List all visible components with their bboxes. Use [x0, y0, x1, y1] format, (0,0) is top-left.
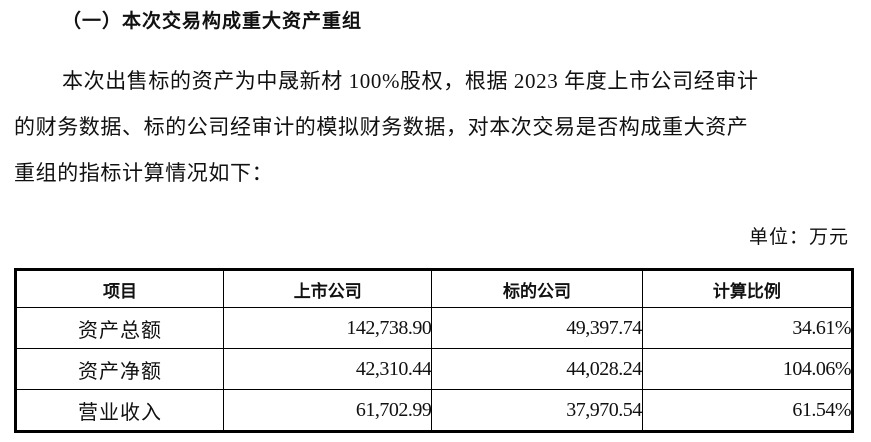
row-label: 营业收入 [14, 389, 225, 432]
restructuring-indicator-table: 项目 上市公司 标的公司 计算比例 资产总额 142,738.90 49,397… [14, 268, 854, 433]
target-company-value: 44,028.24 [431, 348, 643, 390]
target-company-value: 49,397.74 [431, 307, 643, 349]
ratio-value: 104.06% [641, 348, 854, 390]
ratio-value: 34.61% [641, 307, 854, 349]
listed-company-value: 142,738.90 [223, 307, 433, 349]
table-header-row: 项目 上市公司 标的公司 计算比例 [14, 269, 854, 308]
paragraph-line: 重组的指标计算情况如下： [14, 161, 274, 185]
row-label: 资产总额 [14, 307, 225, 349]
section-heading: （一）本次交易构成重大资产重组 [62, 10, 363, 32]
header-ratio: 计算比例 [641, 269, 854, 308]
unit-label: 单位：万元 [748, 227, 849, 248]
listed-company-value: 61,702.99 [223, 389, 433, 432]
header-item: 项目 [14, 269, 225, 308]
table-row: 资产总额 142,738.90 49,397.74 34.61% [14, 307, 854, 349]
paragraph-line: 本次出售标的资产为中晟新材 100%股权，根据 2023 年度上市公司经审计 [62, 69, 759, 93]
header-listed-company: 上市公司 [223, 269, 433, 308]
row-label: 资产净额 [14, 348, 225, 390]
body-paragraph: 本次出售标的资产为中晟新材 100%股权，根据 2023 年度上市公司经审计 的… [14, 58, 854, 196]
ratio-value: 61.54% [641, 389, 854, 432]
paragraph-line: 的财务数据、标的公司经审计的模拟财务数据，对本次交易是否构成重大资产 [14, 115, 749, 139]
table-row: 资产净额 42,310.44 44,028.24 104.06% [14, 348, 854, 390]
header-target-company: 标的公司 [431, 269, 643, 308]
listed-company-value: 42,310.44 [223, 348, 433, 390]
table-row: 营业收入 61,702.99 37,970.54 61.54% [14, 389, 854, 432]
target-company-value: 37,970.54 [431, 389, 643, 432]
